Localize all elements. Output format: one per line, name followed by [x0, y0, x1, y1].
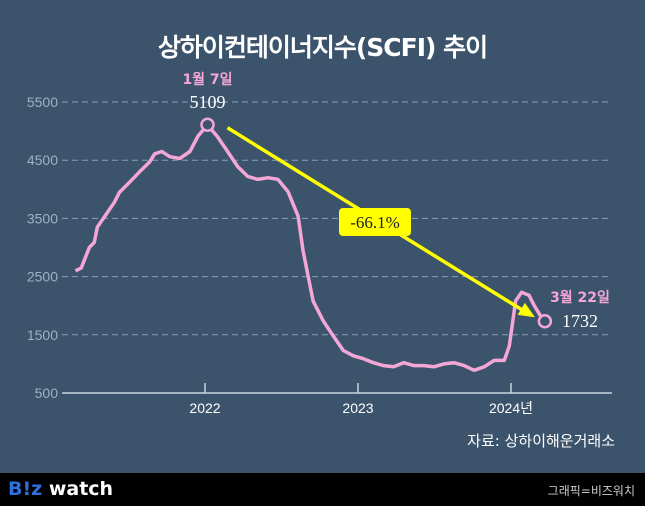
y-tick-label: 2500: [27, 269, 58, 285]
chart-title: 상하이컨테이너지수(SCFI) 추이: [157, 33, 488, 62]
y-tick-label: 4500: [27, 152, 58, 168]
peak-marker: [200, 117, 215, 133]
y-tick-label: 1500: [27, 327, 58, 343]
latest-marker: [537, 314, 553, 329]
y-tick-label: 5500: [27, 94, 58, 110]
bizwatch-logo: B!z watch: [8, 478, 114, 500]
source-note: 자료: 상하이해운거래소: [467, 432, 615, 450]
x-tick-label: 2022: [189, 400, 220, 416]
line-chart: 500 1500 2500 3500 4500 5500 2022 2023 2024년 -66.…: [27, 71, 612, 416]
latest-date-label: 3월 22일: [550, 289, 610, 306]
x-tick-label: 2024년: [489, 400, 533, 416]
change-badge: [339, 208, 411, 236]
peak-value-label: 5109: [190, 92, 226, 112]
y-tick-label: 500: [35, 385, 59, 401]
series-line: [74, 123, 547, 373]
peak-date-label: 1월 7일: [182, 71, 232, 88]
latest-value-label: 1732: [562, 311, 598, 331]
arrow-head: [517, 302, 535, 318]
y-tick-label: 3500: [27, 210, 58, 226]
graphic-credit: 그래픽=비즈워치: [547, 484, 635, 498]
footer: B!z watch 그래픽=비즈워치: [0, 473, 645, 506]
change-label: -66.1%: [350, 213, 400, 232]
x-tick-label: 2023: [342, 400, 373, 416]
